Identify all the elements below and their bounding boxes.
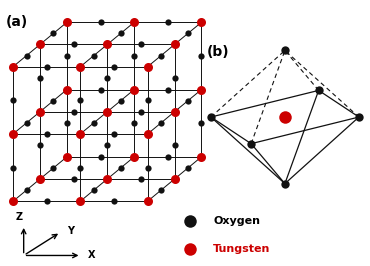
- Text: (b): (b): [207, 45, 229, 59]
- Text: Y: Y: [67, 226, 74, 236]
- Text: Z: Z: [16, 211, 23, 222]
- Text: Tungsten: Tungsten: [213, 244, 271, 254]
- Text: (a): (a): [6, 15, 28, 29]
- Text: X: X: [88, 251, 95, 260]
- Text: Oxygen: Oxygen: [213, 217, 260, 226]
